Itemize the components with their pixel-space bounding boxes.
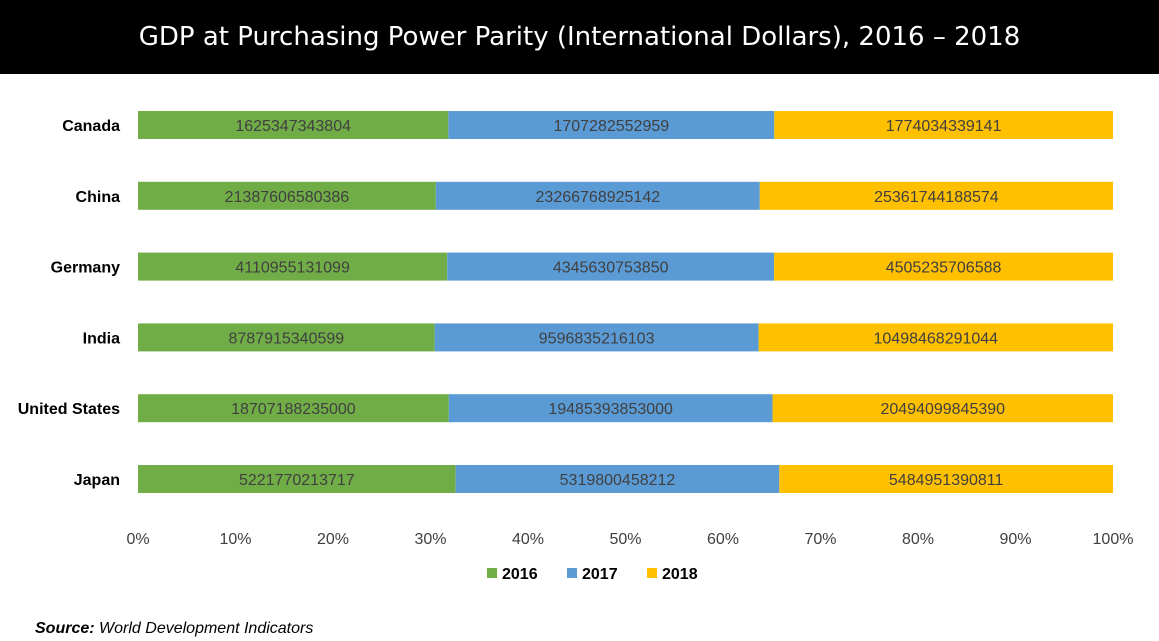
- x-tick-label: 10%: [219, 531, 251, 548]
- x-axis-ticks: 0% 10% 20% 30% 40% 50% 60% 70% 80% 90% 100%: [126, 531, 1133, 548]
- data-label: 5319800458212: [560, 472, 676, 489]
- legend-label-2018: 2018: [662, 566, 698, 583]
- data-label: 9596835216103: [539, 330, 655, 347]
- stacked-bar-chart: 1625347343804 1707282552959 1774034339141 2…: [18, 111, 1133, 583]
- bar-2016-united-states: [138, 394, 449, 423]
- x-tick-label: 80%: [902, 531, 934, 548]
- data-label: 20494099845390: [880, 401, 1005, 418]
- data-label: 4345630753850: [553, 260, 669, 277]
- bar-2017-china: [435, 181, 760, 210]
- bar-2018-germany: [774, 252, 1113, 281]
- x-tick-label: 60%: [707, 531, 739, 548]
- x-tick-label: 70%: [804, 531, 836, 548]
- bar-2017-japan: [455, 465, 780, 493]
- data-label: 1774034339141: [886, 118, 1002, 135]
- x-tick-label: 0%: [126, 531, 149, 548]
- bar-2018-china: [759, 181, 1113, 210]
- data-label: 21387606580386: [225, 189, 350, 206]
- bar-2016-china: [138, 181, 436, 210]
- data-label: 19485393853000: [548, 401, 673, 418]
- legend-swatch-2018: [647, 568, 657, 578]
- bar-2017-canada: [448, 111, 775, 139]
- data-label: 4110955131099: [235, 260, 350, 277]
- data-label: 5484951390811: [889, 472, 1004, 489]
- bar-2018-india: [758, 323, 1113, 352]
- data-label: 10498468291044: [874, 330, 999, 347]
- x-tick-label: 50%: [609, 531, 641, 548]
- bar-2016-india: [138, 323, 435, 352]
- bar-2018-canada: [774, 111, 1113, 139]
- source-label: Source:: [35, 620, 95, 637]
- bar-2018-united-states: [772, 394, 1113, 423]
- bar-2017-germany: [447, 252, 775, 281]
- x-tick-label: 90%: [999, 531, 1031, 548]
- legend-swatch-2017: [567, 568, 577, 578]
- bars-layer: 1625347343804 1707282552959 1774034339141 2…: [138, 111, 1113, 493]
- source-text: World Development Indicators: [99, 620, 314, 637]
- x-tick-label: 30%: [414, 531, 446, 548]
- legend: 2016 2017 2018: [487, 566, 698, 583]
- bar-2016-japan: [138, 465, 456, 493]
- category-labels: Canada China Germany India United States Japa…: [18, 118, 120, 489]
- data-label: 25361744188574: [874, 189, 999, 206]
- legend-label-2017: 2017: [582, 566, 618, 583]
- x-tick-label: 20%: [317, 531, 349, 548]
- category-label-canada: Canada: [62, 118, 120, 135]
- category-label-united-states: United States: [18, 401, 120, 418]
- data-label: 1707282552959: [553, 118, 669, 135]
- x-tick-label: 100%: [1093, 531, 1134, 548]
- data-label: 4505235706588: [886, 260, 1002, 277]
- category-label-japan: Japan: [74, 472, 120, 489]
- bar-2017-india: [434, 323, 759, 352]
- data-label: 18707188235000: [231, 401, 356, 418]
- data-label: 23266768925142: [536, 189, 661, 206]
- category-label-germany: Germany: [51, 260, 120, 277]
- category-label-china: China: [76, 189, 121, 206]
- category-label-india: India: [83, 330, 120, 347]
- data-label: 5221770213717: [239, 472, 355, 489]
- legend-swatch-2016: [487, 568, 497, 578]
- title-bar: GDP at Purchasing Power Parity (Internat…: [0, 0, 1159, 74]
- bar-2016-germany: [138, 252, 448, 281]
- source-note: Source: World Development Indicators: [35, 620, 313, 638]
- bar-2018-japan: [779, 465, 1113, 493]
- chart-title: GDP at Purchasing Power Parity (Internat…: [138, 22, 1021, 52]
- x-tick-label: 40%: [512, 531, 544, 548]
- data-label: 1625347343804: [235, 118, 351, 135]
- legend-label-2016: 2016: [502, 566, 538, 583]
- data-label: 8787915340599: [228, 330, 344, 347]
- bar-2017-united-states: [448, 394, 773, 423]
- bar-2016-canada: [138, 111, 449, 139]
